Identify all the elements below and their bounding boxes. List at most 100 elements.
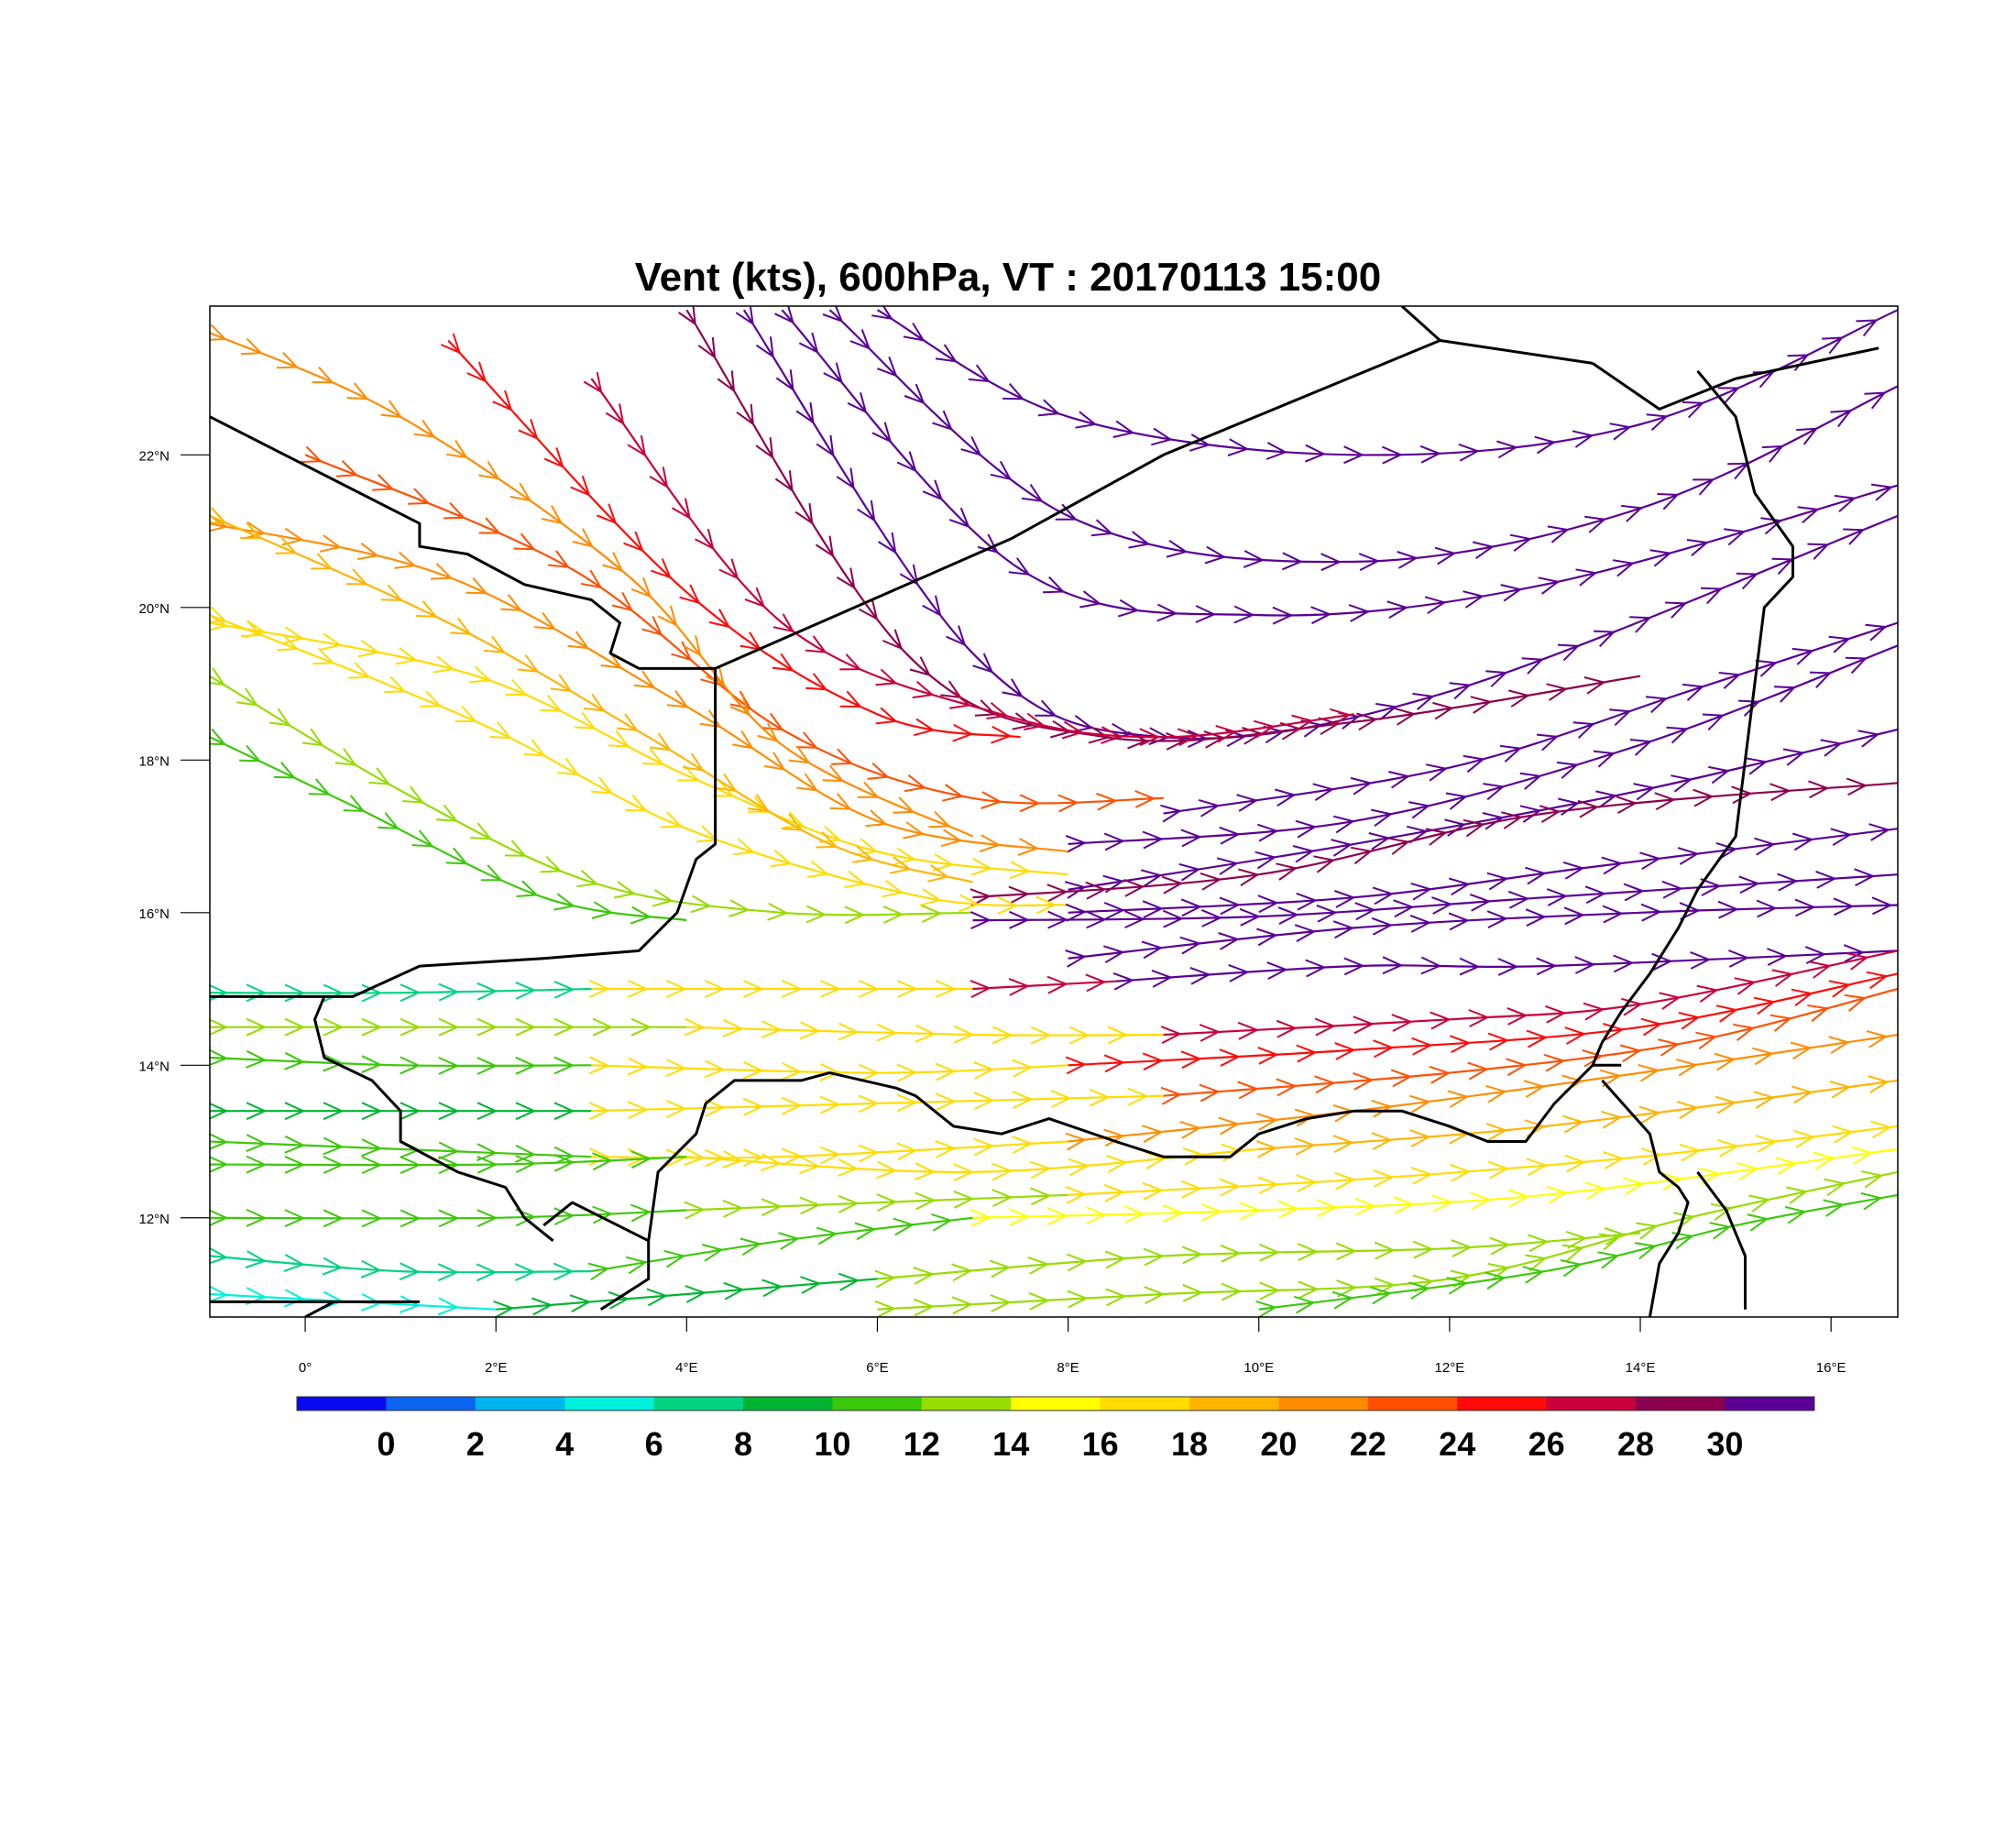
wind-arrowhead [1621,504,1644,522]
wind-arrowhead [819,1062,841,1081]
wind-arrowhead [246,1155,268,1174]
wind-arrowhead [1304,444,1327,463]
wind-arrowhead [913,1267,935,1285]
wind-arrowhead [1255,1300,1278,1317]
wind-arrowhead [480,864,503,882]
wind-arrowhead [1446,1276,1469,1295]
wind-arrowhead [718,558,740,580]
wind-arrowhead [477,1057,499,1075]
streamline-path [210,736,687,922]
wind-arrowhead [1104,1250,1127,1269]
wind-arrowhead [1563,906,1585,926]
colorbar-label: 8 [734,1425,752,1463]
wind-arrowhead [1463,754,1485,774]
wind-arrowhead [322,1257,344,1276]
streamline [493,1272,878,1317]
wind-arrowhead [323,1156,345,1174]
wind-arrowhead [1296,1044,1318,1063]
wind-arrowhead [1065,1056,1088,1075]
wind-arrowhead [1791,988,1813,1006]
colorbar-swatch [1725,1397,1815,1410]
wind-arrowhead [478,517,501,534]
wind-arrowhead [1102,945,1125,964]
country-border [313,995,554,1242]
wind-arrowhead [343,795,366,812]
wind-arrowhead [1747,1213,1769,1232]
wind-arrowhead [516,880,539,897]
streamline-path [1163,949,1898,1037]
wind-arrowhead [1316,904,1338,923]
wind-arrowhead [1613,954,1635,973]
wind-arrowhead [361,1209,383,1228]
wind-arrowhead [948,507,970,529]
wind-arrowhead [1496,440,1518,459]
wind-arrowhead [360,1293,383,1312]
wind-arrowhead [761,1279,783,1298]
streamline [210,728,687,925]
wind-arrowhead [755,436,774,460]
wind-arrowhead [1160,1026,1183,1044]
wind-arrowhead [1861,1170,1884,1189]
wind-arrowhead [1200,908,1222,927]
wind-arrowhead [1463,818,1485,838]
wind-arrowhead [438,1017,460,1037]
wind-arrowhead [1595,790,1618,808]
wind-arrowhead [981,791,1003,809]
wind-arrowhead [854,1222,877,1241]
wind-arrowhead [799,1021,821,1040]
wind-arrowhead [1871,896,1893,916]
streamline [210,606,1068,915]
wind-arrowhead [1717,900,1739,919]
wind-arrowhead [1139,728,1161,747]
colorbar-swatch [743,1397,833,1410]
wind-arrowhead [1807,543,1830,560]
wind-arrowhead [857,781,880,798]
wind-arrowhead [1616,796,1638,814]
wind-arrowhead [761,1020,783,1039]
streamline [684,1143,1259,1182]
wind-arrowhead [1123,1205,1145,1224]
wind-arrowhead [942,784,964,802]
wind-arrowhead [735,306,754,326]
wind-arrowhead [729,899,751,917]
wind-arrowhead [1406,825,1429,844]
wind-arrowhead [946,625,967,647]
wind-arrowhead [553,893,576,911]
wind-arrowhead [1127,730,1149,750]
wind-arrowhead [1737,1162,1759,1180]
streamline-path [591,1064,1068,1074]
streamline [210,1285,497,1316]
wind-arrowhead [1182,1283,1204,1302]
wind-arrowhead [871,422,893,444]
x-tick-label: 12°E [1435,1360,1465,1376]
wind-arrowhead [627,434,647,457]
wind-arrowhead [500,594,523,612]
wind-arrowhead [973,1137,995,1157]
wind-arrowhead [896,1063,918,1082]
colorbar-label: 0 [377,1425,395,1463]
wind-arrowhead [805,673,828,691]
streamline [210,324,973,838]
wind-arrowhead [1237,1021,1260,1040]
wind-arrowhead [876,1160,898,1180]
wind-arrowhead [1509,533,1533,552]
wind-arrowhead [1412,692,1435,710]
wind-arrowhead [838,1194,860,1213]
wind-arrowhead [1854,868,1876,887]
wind-arrowhead [1195,605,1217,623]
streamline-path [210,1056,592,1068]
x-tick-label: 16°E [1816,1360,1846,1376]
wind-arrowhead [1686,539,1709,557]
country-border [1696,1170,1747,1310]
wind-arrowhead [781,813,804,831]
wind-arrowhead [712,780,735,797]
wind-arrowhead [684,1201,706,1220]
wind-arrowhead [1008,885,1030,905]
wind-arrowhead [244,521,267,540]
wind-arrowhead [312,367,334,384]
wind-arrowhead [402,785,425,804]
wind-arrowhead [1161,875,1184,895]
wind-arrowhead [849,329,871,350]
wind-arrowhead [915,1024,937,1043]
wind-arrowhead [1256,1113,1278,1131]
